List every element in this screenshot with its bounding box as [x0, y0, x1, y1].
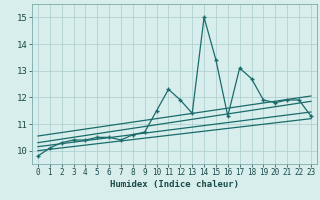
X-axis label: Humidex (Indice chaleur): Humidex (Indice chaleur) — [110, 180, 239, 189]
